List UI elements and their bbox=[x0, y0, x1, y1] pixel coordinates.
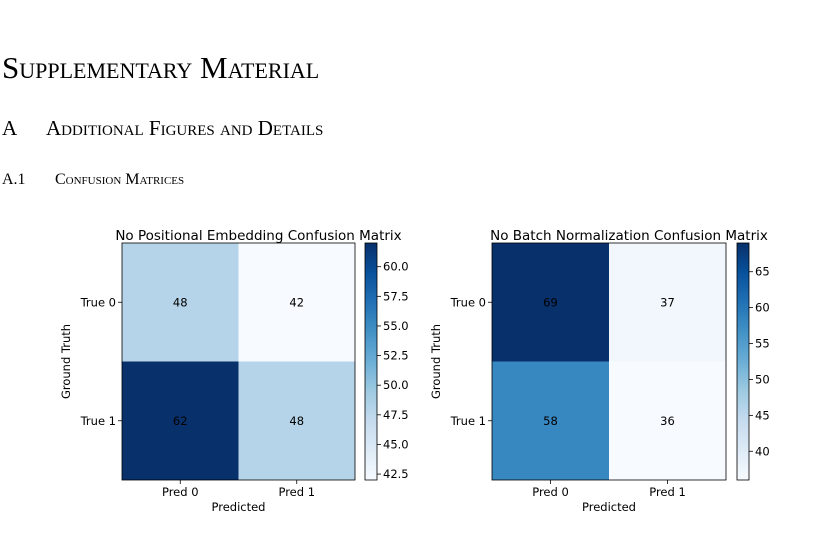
heatmap-cell bbox=[492, 243, 609, 362]
colorbar-tick-label: 52.5 bbox=[383, 349, 409, 363]
x-axis-label: Predicted bbox=[582, 500, 636, 514]
heatmap-cell bbox=[609, 361, 726, 480]
x-tick-label: Pred 0 bbox=[162, 485, 199, 499]
x-tick-label: Pred 1 bbox=[278, 485, 315, 499]
colorbar bbox=[364, 242, 378, 481]
cell-label: 48 bbox=[173, 295, 188, 309]
section-title: Supplementary Material bbox=[2, 50, 319, 85]
cell-label: 58 bbox=[543, 414, 558, 428]
heatmap-cell bbox=[492, 361, 609, 480]
x-tick-label: Pred 1 bbox=[649, 485, 686, 499]
colorbar-tick-label: 55.0 bbox=[383, 319, 409, 333]
colorbar bbox=[736, 242, 750, 481]
heatmap-cell bbox=[609, 243, 726, 362]
plot-frame bbox=[121, 242, 356, 481]
chart-title: No Positional Embedding Confusion Matrix bbox=[115, 228, 401, 244]
plot-frame bbox=[491, 242, 727, 481]
y-tick-label: True 0 bbox=[80, 295, 116, 309]
colorbar-tick-label: 42.5 bbox=[383, 467, 409, 481]
colorbar-tick-label: 45.0 bbox=[383, 437, 409, 451]
subsubsection-title: Confusion Matrices bbox=[55, 171, 184, 188]
colorbar-tick-label: 60 bbox=[755, 301, 770, 315]
x-tick-label: Pred 0 bbox=[532, 485, 569, 499]
colorbar-tick-label: 57.5 bbox=[383, 289, 409, 303]
heatmap-cell bbox=[238, 243, 355, 362]
cell-label: 62 bbox=[173, 414, 188, 428]
cell-label: 69 bbox=[543, 295, 558, 309]
colorbar-tick-label: 45 bbox=[755, 408, 770, 422]
chart-title: No Batch Normalization Confusion Matrix bbox=[490, 228, 768, 244]
y-tick-label: True 1 bbox=[450, 414, 486, 428]
y-axis-label: Ground Truth bbox=[429, 324, 443, 399]
y-tick-label: True 1 bbox=[80, 414, 116, 428]
subsection-title: Additional Figures and Details bbox=[46, 116, 323, 140]
colorbar-tick-label: 65 bbox=[755, 265, 770, 279]
colorbar-tick-label: 50.0 bbox=[383, 378, 409, 392]
heatmap-cell bbox=[122, 243, 239, 362]
y-tick-label: True 0 bbox=[450, 295, 486, 309]
cell-label: 36 bbox=[660, 414, 675, 428]
cell-label: 42 bbox=[289, 295, 304, 309]
heatmap-cell bbox=[122, 361, 239, 480]
subsection-number: A bbox=[2, 116, 18, 140]
colorbar-tick-label: 60.0 bbox=[383, 260, 409, 274]
colorbar-tick-label: 55 bbox=[755, 337, 770, 351]
cell-label: 37 bbox=[660, 295, 675, 309]
colorbar-tick-label: 50 bbox=[755, 372, 770, 386]
y-axis-label: Ground Truth bbox=[59, 324, 73, 399]
colorbar-tick-label: 47.5 bbox=[383, 408, 409, 422]
subsubsection-number: A.1 bbox=[2, 171, 26, 188]
colorbar-tick-label: 40 bbox=[755, 444, 770, 458]
cell-label: 48 bbox=[289, 414, 304, 428]
heatmap-cell bbox=[238, 361, 355, 480]
x-axis-label: Predicted bbox=[212, 500, 266, 514]
